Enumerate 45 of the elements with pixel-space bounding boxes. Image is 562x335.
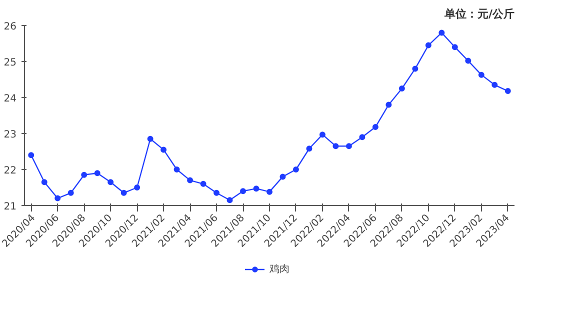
point [54, 195, 61, 202]
point [478, 72, 484, 78]
legend-label: 鸡肉 [270, 263, 290, 276]
point [94, 170, 100, 176]
point [465, 58, 472, 64]
point [108, 179, 114, 186]
y-tick-label: 22 [4, 166, 17, 176]
point [41, 179, 48, 186]
point [398, 86, 405, 92]
point [226, 197, 233, 204]
y-tick-label: 21 [4, 202, 17, 212]
point [332, 143, 339, 150]
point [319, 132, 326, 138]
point [214, 190, 220, 196]
y-tick-label: 24 [4, 94, 17, 104]
point [359, 134, 366, 140]
point [200, 180, 206, 187]
point [306, 146, 312, 152]
point [147, 136, 154, 142]
point [187, 177, 194, 184]
point [425, 42, 432, 48]
point [452, 44, 458, 50]
point [266, 188, 272, 195]
point [412, 66, 418, 72]
point [160, 146, 167, 153]
y-tick-label: 26 [4, 22, 17, 32]
point [346, 143, 352, 150]
y-tick-label: 23 [4, 130, 17, 140]
point [28, 152, 34, 158]
point [292, 166, 299, 172]
point [120, 190, 127, 196]
point [174, 166, 180, 172]
point [372, 124, 378, 130]
y-tick-label: 25 [4, 58, 17, 68]
point [438, 30, 445, 36]
point [68, 190, 74, 196]
point [240, 188, 246, 194]
point [492, 82, 498, 88]
point [386, 102, 392, 108]
text: 单位：元/公斤 [443, 8, 515, 20]
point [134, 184, 140, 190]
point [81, 172, 88, 178]
point [280, 174, 286, 180]
point [504, 88, 511, 94]
point [253, 186, 260, 192]
